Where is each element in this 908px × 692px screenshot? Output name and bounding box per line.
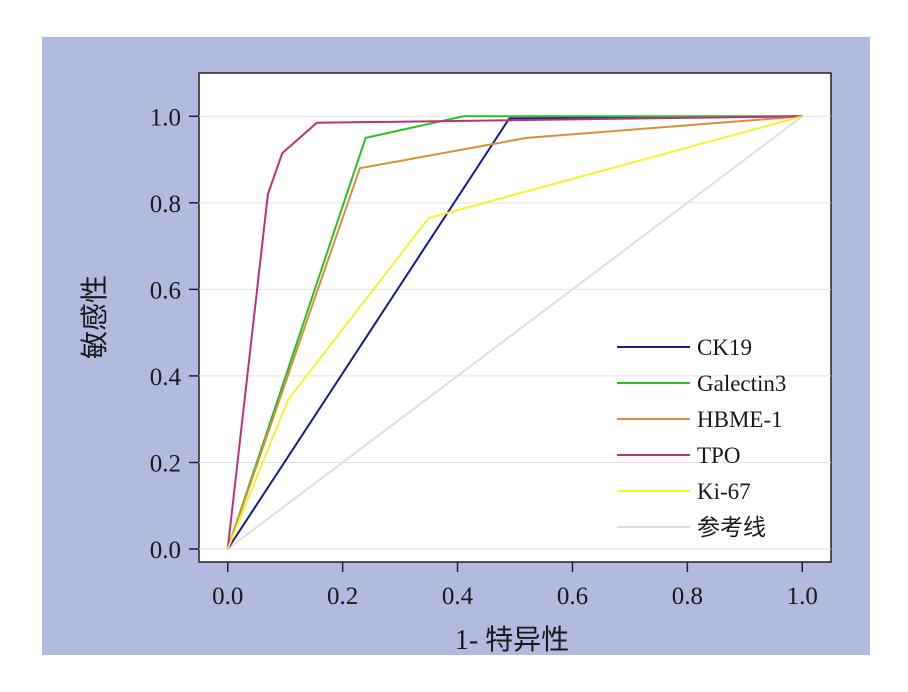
series-line-galectin3 (226, 115, 803, 550)
y-tick-label: 0.0 (150, 537, 181, 564)
x-tick-label: 0.8 (672, 583, 703, 610)
y-tick-label: 0.6 (150, 277, 181, 304)
y-axis-title: 敏感性 (79, 275, 111, 359)
roc-chart: 0.0 0.2 0.4 0.6 0.8 1.0 0.0 0.2 0.4 0.6 0.8 1.0 CK1… (79, 72, 832, 655)
series-lines (226, 115, 803, 550)
x-tick-label: 1.0 (787, 583, 818, 610)
x-tick-label: 0.0 (212, 583, 243, 610)
legend-label: HBME-1 (697, 407, 783, 432)
legend-label: CK19 (697, 335, 752, 360)
series-line-- (227, 115, 803, 550)
x-tick-label: 0.6 (557, 583, 588, 610)
y-tick-label: 0.8 (150, 191, 181, 218)
x-tick-label: 0.2 (327, 583, 358, 610)
series-line-hbme-1 (226, 115, 803, 550)
y-tick-label: 1.0 (150, 104, 181, 131)
x-axis-title: 1- 特异性 (455, 624, 569, 655)
legend-label: 参考线 (697, 515, 766, 540)
series-line-ki-67 (226, 115, 803, 550)
chart-panel: 0.0 0.2 0.4 0.6 0.8 1.0 0.0 0.2 0.4 0.6 0.8 1.0 CK1… (42, 37, 870, 655)
legend-label: TPO (697, 443, 740, 468)
series-line-tpo (226, 115, 803, 550)
legend-label: Galectin3 (697, 371, 786, 396)
y-tick-label: 0.2 (150, 450, 181, 477)
y-tick-label: 0.4 (150, 364, 182, 391)
x-tick-label: 0.4 (442, 583, 474, 610)
tick-marks: 0.0 0.2 0.4 0.6 0.8 1.0 0.0 0.2 0.4 0.6 0.8 1.0 (150, 104, 818, 610)
legend: CK19 Galectin3 HBME-1 TPO Ki-67 参考线 (617, 335, 786, 540)
legend-label: Ki-67 (697, 479, 751, 504)
